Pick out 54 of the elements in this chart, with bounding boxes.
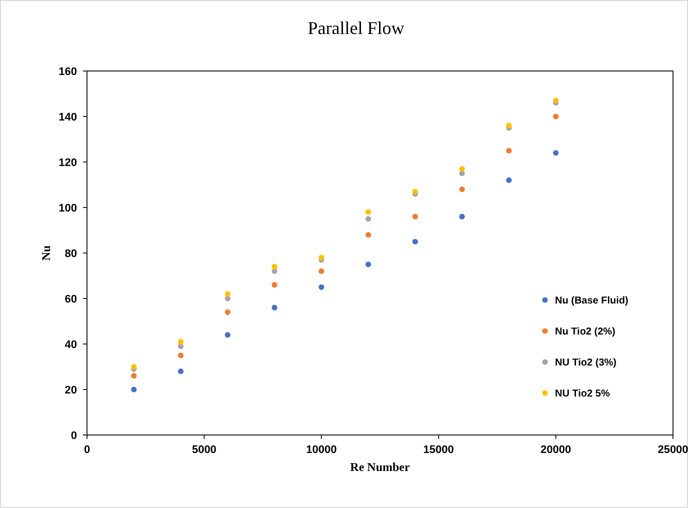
x-tick-label: 25000: [658, 444, 688, 456]
legend-label: NU Tio2 5%: [555, 388, 610, 400]
point: [272, 264, 278, 270]
x-tick-label: 0: [84, 444, 90, 456]
point: [506, 177, 512, 183]
point: [365, 232, 372, 238]
y-tick-label: 60: [64, 293, 77, 306]
point: [412, 238, 418, 244]
point: [318, 284, 324, 290]
point: [178, 338, 184, 345]
x-tick-label: 15000: [423, 444, 454, 456]
point: [506, 122, 512, 128]
y-tick-label: 0: [70, 430, 77, 442]
x-tick-label: 10000: [306, 444, 337, 456]
point: [365, 216, 372, 222]
point: [224, 332, 230, 338]
x-tick-label: 5000: [192, 444, 216, 456]
point: [365, 262, 372, 268]
y-tick-label: 40: [64, 338, 77, 351]
point: [459, 166, 465, 172]
legend-label: Nu Tio2 (2%): [555, 326, 616, 338]
x-tick-label: 20000: [540, 444, 572, 456]
point: [365, 209, 372, 215]
point: [553, 98, 559, 104]
point: [272, 282, 278, 288]
chart-title: Parallel Flow: [308, 18, 404, 38]
x-axis-title: Re Number: [350, 460, 410, 474]
point: [224, 291, 230, 297]
point: [224, 309, 230, 315]
point: [272, 304, 278, 310]
legend-label: Nu (Base Fluid): [555, 296, 628, 306]
y-tick-label: 20: [64, 384, 77, 396]
point: [412, 214, 418, 220]
legend-label: NU Tio2 (3%): [555, 358, 616, 368]
y-tick-label: 100: [58, 202, 77, 214]
point: [131, 386, 137, 392]
y-tick-label: 80: [64, 248, 77, 260]
point: [224, 296, 230, 302]
y-tick-label: 140: [58, 111, 77, 124]
point: [459, 214, 465, 220]
point: [459, 186, 465, 192]
point: [178, 368, 184, 374]
point: [318, 254, 324, 260]
point: [318, 268, 324, 274]
point: [553, 150, 559, 156]
point: [506, 148, 512, 154]
y-tick-label: 160: [58, 66, 77, 78]
point: [412, 188, 418, 194]
y-axis-title: Nu: [39, 245, 53, 261]
point: [131, 364, 137, 370]
point: [178, 352, 184, 358]
y-tick-label: 120: [58, 156, 77, 169]
point: [553, 114, 559, 120]
point: [131, 373, 137, 379]
